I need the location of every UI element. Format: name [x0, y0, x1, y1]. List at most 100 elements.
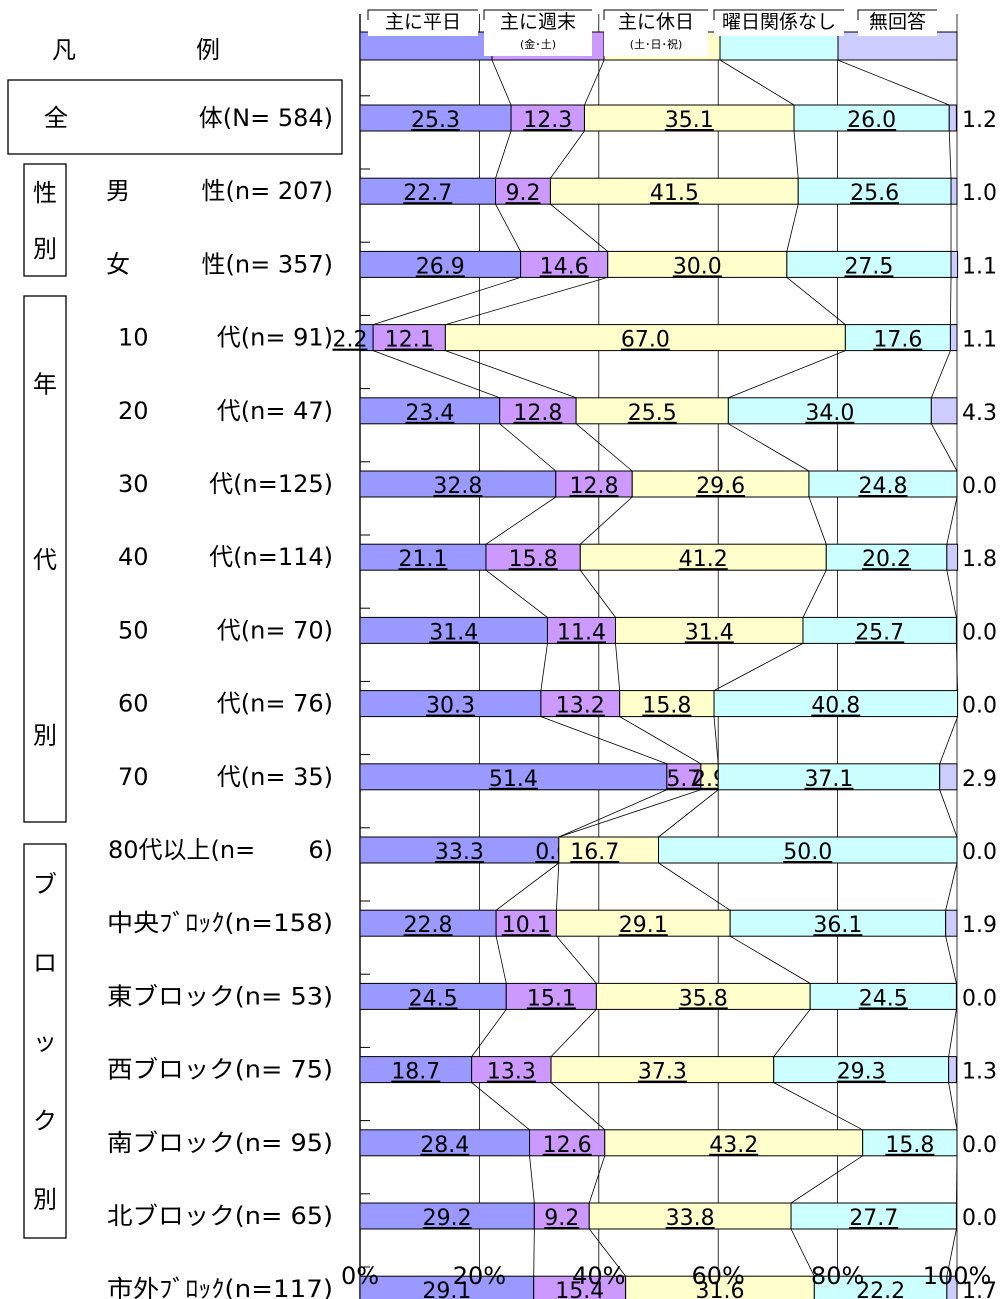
legend-label-bg-1: [484, 8, 592, 56]
connector-r0-b2: [584, 59, 605, 106]
group-label-char: 性: [33, 179, 57, 207]
connector-r14-b1: [471, 1082, 530, 1131]
bar-r12-s2: [595, 982, 811, 1010]
bar-label-r13-s3: 29.3: [837, 1060, 886, 1085]
x-tick-label-60: 60%: [692, 1262, 745, 1290]
legend-label-1: 主に週末: [500, 11, 576, 33]
bar-label-r6-s3: 20.2: [862, 547, 911, 572]
bar-r10-s0: [359, 836, 560, 864]
row-name-15: 北ブロック(n= 65): [107, 1202, 333, 1230]
bar-label-r0-s4: 1.2: [962, 108, 997, 133]
bar-r8-s1: [540, 690, 621, 718]
legend-note-2: (土･日･祝): [630, 37, 683, 51]
row-name-11: 中央ﾌﾞﾛｯｸ(n=158): [107, 909, 333, 937]
bar-label-r12-s0: 24.5: [409, 986, 458, 1011]
bar-r13-s1: [471, 1056, 552, 1084]
bar-r0-s2: [583, 104, 795, 132]
legend-note-1: (金･土): [520, 37, 556, 51]
bar-r9-s0: [359, 763, 668, 791]
bar-label-r5-s0: 32.8: [433, 474, 482, 499]
connector-r7-b1: [485, 569, 548, 618]
bar-label-r4-s4: 4.3: [962, 401, 997, 426]
bar-r11-s3: [729, 909, 947, 937]
connector-r9-b4: [939, 716, 958, 764]
bar-r2-s0: [359, 250, 522, 278]
connector-r15-b3: [790, 1155, 863, 1204]
legend-label-bg-4: [858, 8, 937, 36]
bar-r13-s2: [550, 1056, 775, 1084]
row-name-8: 60: [118, 690, 149, 718]
row-n-1: 性(n= 207): [202, 177, 333, 205]
bar-r11-s4: [945, 909, 958, 937]
bar-label-r4-s0: 23.4: [405, 401, 454, 426]
bar-label-r8-s0: 30.3: [426, 694, 475, 719]
connector-r6-b1: [485, 496, 557, 545]
connector-r7-b3: [802, 570, 827, 618]
connector-r7-b4: [946, 570, 957, 618]
bar-r6-s3: [825, 543, 948, 571]
bar-label-r12-s1: 15.1: [527, 986, 576, 1011]
bar-label-r9-s0: 51.4: [489, 767, 538, 792]
connector-r15-b1: [529, 1155, 535, 1204]
bar-label-r12-s2: 35.8: [679, 986, 728, 1011]
bar-r1-s0: [359, 177, 497, 205]
row-name-2: 女: [106, 250, 130, 278]
bar-label-r11-s3: 36.1: [813, 913, 862, 938]
connector-r3-b3: [786, 277, 846, 325]
bar-r6-s2: [579, 543, 827, 571]
bar-r3-s3: [844, 324, 951, 352]
connector-r6-b4: [946, 496, 958, 545]
row-n-3: 代(n= 91): [217, 324, 333, 352]
connector-r5-b4: [930, 423, 958, 472]
bar-label-r8-s1: 13.2: [556, 694, 605, 719]
legend-bracket-2: [603, 9, 708, 20]
bar-r6-s4: [946, 543, 959, 571]
connector-r16-b1: [533, 1228, 535, 1277]
connector-r12-b1: [495, 936, 507, 984]
connector-r13-b1: [471, 1009, 507, 1057]
bar-label-r7-s1: 11.4: [557, 620, 606, 645]
connector-r5-b2: [575, 423, 633, 472]
bar-label-r16-s1: 15.4: [555, 1279, 604, 1299]
bar-label-r6-s2: 41.2: [679, 547, 728, 572]
bar-r4-s4: [930, 397, 958, 425]
bar-r15-s1: [533, 1202, 590, 1230]
bars: 25.3 12.3 35.1 26.0 1.2 22.7 9.2 41.5 25.6 1.0 26.…: [333, 104, 997, 1299]
legend-label-4: 無回答: [869, 11, 926, 33]
bar-label-r8-s3: 40.8: [811, 694, 860, 719]
bar-label-r1-s4: 1.0: [962, 181, 997, 206]
connector-r9-b3: [713, 716, 719, 764]
bar-r16-s4: [946, 1275, 958, 1299]
bar-label-r7-s3: 25.7: [855, 620, 904, 645]
bar-r7-s1: [546, 616, 617, 644]
bar-r11-s0: [359, 909, 497, 937]
bar-label-r3-s4: 1.1: [962, 328, 997, 353]
bar-r13-s4: [948, 1056, 957, 1084]
bar-r9-s1: [666, 763, 702, 791]
connector-r5-b3: [728, 423, 810, 472]
connector-r0-b4: [837, 59, 950, 106]
connector-r16-b2: [588, 1228, 626, 1277]
connector-r5-b1: [499, 423, 557, 472]
connector-r4-b1: [372, 350, 500, 399]
legend-label-0: 主に平日: [385, 11, 461, 33]
bar-r0-s3: [793, 104, 950, 132]
bar-r11-s2: [555, 909, 731, 937]
bar-r0-s0: [359, 104, 512, 132]
row-name-4: 20: [118, 397, 149, 425]
bar-r0-s4: [948, 104, 957, 132]
bar-label-r4-s2: 25.5: [628, 401, 677, 426]
row-name-14: 南ブロック(n= 95): [107, 1129, 333, 1157]
bar-label-r1-s3: 25.6: [850, 181, 899, 206]
connector-lines: [372, 59, 958, 1277]
connector-r8-b3: [713, 643, 804, 691]
connector-r6-b3: [808, 496, 827, 545]
bar-label-r2-s0: 26.9: [416, 254, 465, 279]
connector-r12-b3: [729, 935, 811, 984]
row-n-2: 性(n= 357): [202, 250, 333, 278]
bar-label-r0-s3: 26.0: [847, 108, 896, 133]
bar-label-r13-s4: 1.3: [962, 1060, 997, 1085]
bar-label-r13-s1: 13.3: [487, 1060, 536, 1085]
bar-label-r12-s3: 24.5: [859, 986, 908, 1011]
